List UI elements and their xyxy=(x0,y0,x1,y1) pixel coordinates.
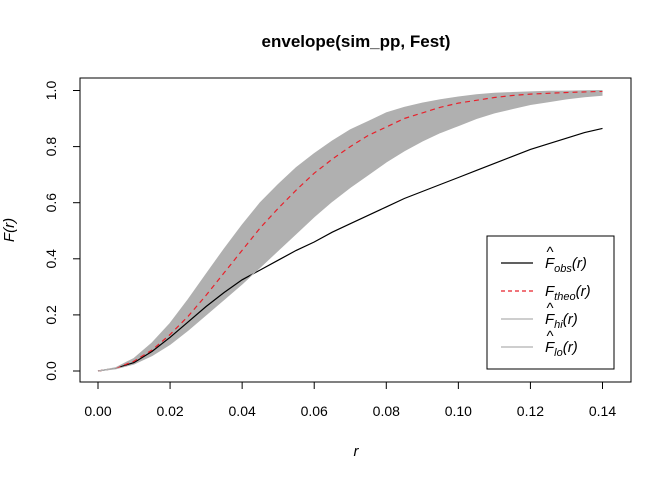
x-tick-label: 0.02 xyxy=(156,403,183,419)
x-tick-label: 0.12 xyxy=(517,403,544,419)
y-tick-label: 0.8 xyxy=(43,137,59,157)
legend: Fobs(r)^Ftheo(r)Fhi(r)^Flo(r)^ xyxy=(486,235,615,370)
legend-label-hi: Fhi(r) xyxy=(545,311,578,331)
legend-hat-hi: ^ xyxy=(546,300,553,317)
series-line-theo xyxy=(97,90,603,372)
y-axis-label: F(r) xyxy=(1,218,18,242)
legend-label-theo: Ftheo(r) xyxy=(545,283,591,303)
x-tick-label: 0.00 xyxy=(84,403,111,419)
lines-layer xyxy=(97,90,603,372)
y-tick-label: 0.4 xyxy=(43,249,59,269)
series-line-lo xyxy=(97,94,603,372)
legend-label-obs: Fobs(r) xyxy=(545,255,587,275)
y-tick-label: 1.0 xyxy=(43,81,59,101)
y-tick-label: 0.0 xyxy=(43,361,59,381)
x-tick-label: 0.08 xyxy=(373,403,400,419)
x-tick-label: 0.14 xyxy=(589,403,616,419)
y-tick-label: 0.6 xyxy=(43,193,59,213)
y-tick-label: 0.2 xyxy=(43,305,59,325)
x-tick-label: 0.10 xyxy=(445,403,472,419)
y-axis: 0.0 0.2 0.4 0.6 0.8 1.0 xyxy=(43,81,81,381)
legend-hat-lo: ^ xyxy=(546,328,553,345)
x-tick-label: 0.06 xyxy=(301,403,328,419)
legend-hat-obs: ^ xyxy=(546,244,553,261)
x-axis-label: r xyxy=(354,443,360,460)
series-line-hi xyxy=(97,90,603,372)
legend-label-lo: Flo(r) xyxy=(545,339,578,359)
x-axis: 0.00 0.02 0.04 0.06 0.08 0.10 0.12 0.14 xyxy=(84,381,616,419)
series-line-obs xyxy=(97,127,603,372)
chart-title: envelope(sim_pp, Fest) xyxy=(262,32,451,51)
legend-box xyxy=(486,235,615,370)
x-tick-label: 0.04 xyxy=(229,403,256,419)
